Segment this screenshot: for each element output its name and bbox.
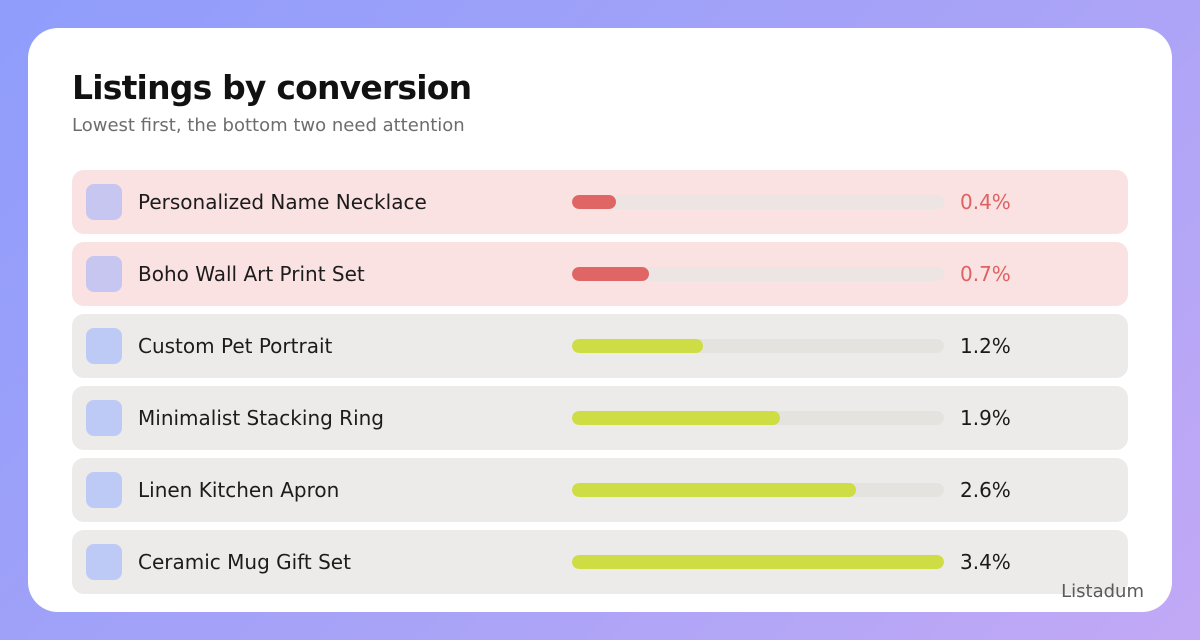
chart-card: Listings by conversion Lowest first, the… bbox=[28, 28, 1172, 612]
listing-name: Custom Pet Portrait bbox=[138, 334, 333, 358]
listing-thumbnail bbox=[86, 544, 122, 580]
conversion-bar-track bbox=[572, 411, 944, 425]
conversion-value: 0.7% bbox=[960, 262, 1011, 286]
chart-subtitle: Lowest first, the bottom two need attent… bbox=[72, 115, 465, 136]
chart-title: Listings by conversion bbox=[72, 68, 472, 107]
listing-rows: Personalized Name Necklace 0.4% Boho Wall … bbox=[72, 170, 1128, 602]
listing-name: Personalized Name Necklace bbox=[138, 190, 427, 214]
listing-thumbnail bbox=[86, 184, 122, 220]
listing-row[interactable]: Custom Pet Portrait 1.2% bbox=[72, 314, 1128, 378]
conversion-bar-track bbox=[572, 555, 944, 569]
conversion-bar bbox=[572, 267, 649, 281]
conversion-bar bbox=[572, 483, 857, 497]
conversion-value: 3.4% bbox=[960, 550, 1011, 574]
listing-row[interactable]: Boho Wall Art Print Set 0.7% bbox=[72, 242, 1128, 306]
listing-name: Ceramic Mug Gift Set bbox=[138, 550, 351, 574]
conversion-value: 1.9% bbox=[960, 406, 1011, 430]
listing-name: Minimalist Stacking Ring bbox=[138, 406, 384, 430]
listing-row[interactable]: Minimalist Stacking Ring 1.9% bbox=[72, 386, 1128, 450]
listing-row[interactable]: Linen Kitchen Apron 2.6% bbox=[72, 458, 1128, 522]
listing-thumbnail bbox=[86, 256, 122, 292]
conversion-value: 2.6% bbox=[960, 478, 1011, 502]
brand-label: Listadum bbox=[1061, 581, 1144, 602]
conversion-bar bbox=[572, 195, 616, 209]
conversion-bar-track bbox=[572, 267, 944, 281]
conversion-bar-track bbox=[572, 195, 944, 209]
conversion-value: 0.4% bbox=[960, 190, 1011, 214]
listing-row[interactable]: Personalized Name Necklace 0.4% bbox=[72, 170, 1128, 234]
conversion-bar bbox=[572, 339, 704, 353]
listing-name: Linen Kitchen Apron bbox=[138, 478, 340, 502]
conversion-bar-track bbox=[572, 339, 944, 353]
listing-row[interactable]: Ceramic Mug Gift Set 3.4% bbox=[72, 530, 1128, 594]
conversion-bar bbox=[572, 411, 780, 425]
conversion-bar bbox=[572, 555, 944, 569]
listing-thumbnail bbox=[86, 472, 122, 508]
conversion-bar-track bbox=[572, 483, 944, 497]
listing-name: Boho Wall Art Print Set bbox=[138, 262, 365, 286]
listing-thumbnail bbox=[86, 400, 122, 436]
conversion-value: 1.2% bbox=[960, 334, 1011, 358]
listing-thumbnail bbox=[86, 328, 122, 364]
